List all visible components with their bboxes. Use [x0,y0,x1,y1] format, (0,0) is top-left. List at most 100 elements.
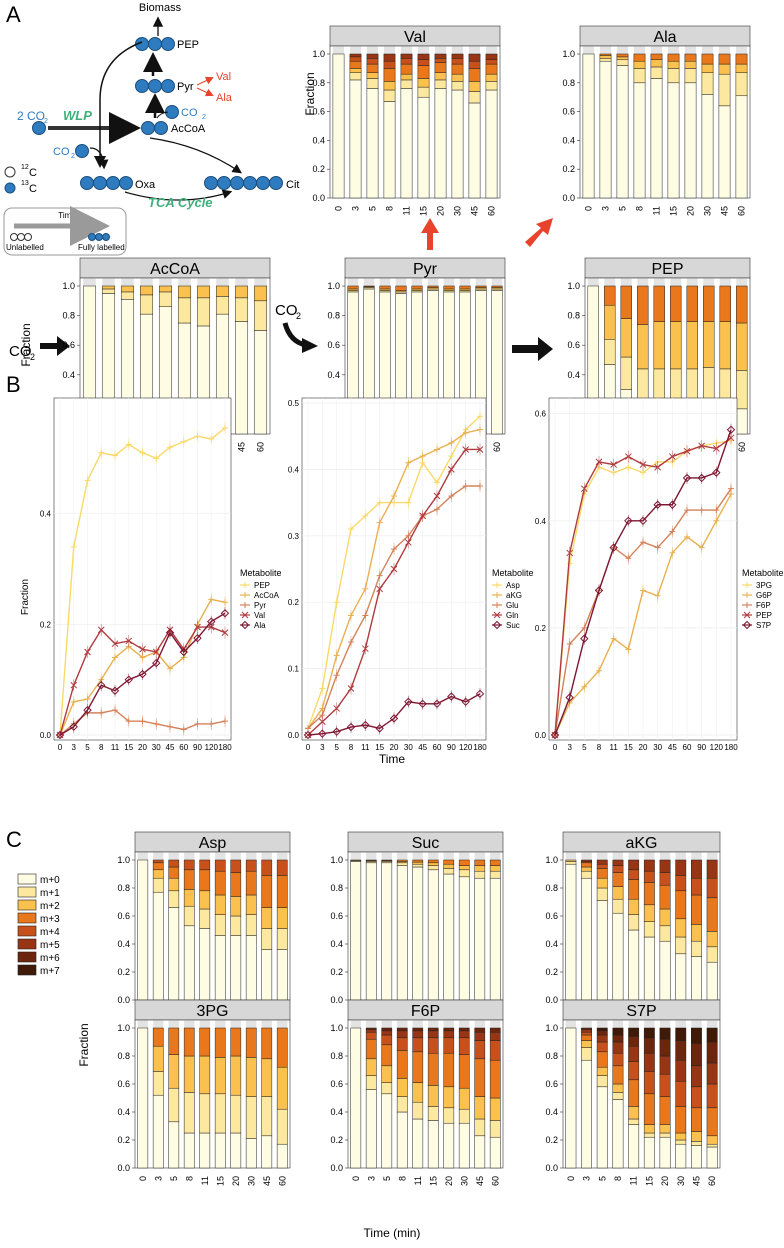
y-tick-label: 0.4 [562,135,575,145]
chart-lineb: 0.0 0.1 0.2 0.3 0.4 0.5 0 3 5 8 11 15 20 30 45 60 90 120 1… [288,397,534,752]
co2-mid-label: CO [275,302,298,319]
chart-3pg: 3PG 0.0 0.2 0.4 0.6 0.8 1.0 0 3 5 8 11 15 20 30 45 60 [117,999,291,1186]
bar-segment-mp2 [485,73,498,82]
point [242,592,248,598]
bar-segment-mp2 [183,889,195,907]
bar-segment-mp1 [458,1108,470,1124]
point [744,582,750,588]
point [447,466,455,473]
bar-segment-mp0 [474,1135,486,1169]
point [376,519,383,526]
y-tick-label: 0.4 [567,370,580,380]
point [153,720,160,727]
bar-segment-mp0 [667,82,680,199]
x-tick-label: 11 [652,206,662,215]
bar-segment-mp0 [427,869,439,1001]
bar-segment-mp2 [443,1086,455,1109]
bar-segment-mp3 [412,1051,424,1083]
point [362,512,369,519]
bar-segment-mp6 [458,1027,470,1032]
legend-swatch-mp2 [17,899,37,911]
bar-segment-mp5 [434,53,447,59]
bar-segment-mp2 [177,285,192,299]
bar-segment-mp3 [686,285,698,322]
point [653,500,662,509]
bar-segment-mp0 [706,961,718,1001]
x-tick-label: 15 [624,743,633,752]
bar-segment-mp3 [451,63,464,75]
bar-segment-mp0 [349,79,362,199]
chart-title: aKG [625,835,657,852]
bar-segment-mp2 [718,63,731,75]
bar-segment-mp1 [183,1092,195,1134]
point [83,705,92,715]
bar-segment-mp1 [196,297,211,327]
bar-segment-mp0 [383,101,396,199]
x-tick-label: 45 [475,1176,485,1186]
bar-segment-mp2 [381,1065,393,1083]
bar-segment-mp0 [253,330,268,435]
point [609,543,618,552]
bar-segment-mp0 [434,88,447,199]
point [347,685,355,692]
bar-segment-mp6 [581,1027,592,1030]
point [669,549,676,556]
bar-segment-mp2 [643,904,655,922]
point [405,499,412,506]
y-tick-label: 0.2 [40,620,52,629]
point [375,724,384,733]
point [639,461,647,468]
bar-segment-mp0 [565,1027,577,1169]
point [84,648,91,656]
pep-to-oxa-arrow [94,41,143,168]
point [581,683,588,690]
point [220,609,230,618]
bar-segment-mp3 [245,1027,257,1058]
chart-title: S7P [626,1003,656,1020]
bar-segment-mp1 [596,1075,608,1088]
bar-segment-mp1 [485,81,498,91]
bar-segment-mp0 [214,1132,226,1169]
bar-segment-mp0 [451,89,464,199]
point [594,586,604,595]
bar-segment-mp2 [706,931,718,948]
bar-segment-mp5 [706,859,718,879]
bar-segment-mp4 [199,859,211,871]
x-tick-label: 60 [179,743,188,752]
y-tick-label: 0.2 [545,1135,558,1145]
point [434,446,440,453]
2co2-label: 2 CO [17,109,45,123]
bar-segment-mp3 [736,285,748,324]
x-tick-label: 120 [205,743,219,752]
y-tick-label: 1.0 [62,281,75,291]
point [332,727,341,736]
panel-c-ylabel: Fraction [77,1023,91,1066]
bar-segment-mp3 [365,859,377,861]
point [461,697,470,707]
co2-label-pyr: CO [181,107,198,119]
y-tick-label: 0.6 [312,107,325,117]
point [566,549,574,557]
x-tick-label: 15 [669,206,679,216]
point [668,453,676,460]
bar-segment-mp1 [177,297,192,324]
bar-segment-mp3 [381,1044,393,1067]
bar-segment-mp2 [443,863,455,869]
acoa-to-cit-arrow [149,137,242,174]
point [698,544,705,551]
point [55,730,65,740]
point [376,585,384,593]
point [112,654,118,661]
y-tick-label: 0.8 [545,1051,558,1061]
bar-segment-mp6 [612,1034,624,1043]
point [139,449,146,456]
point [448,492,455,499]
y-tick-label: 0.8 [117,1051,130,1061]
chart-title: Asp [199,835,227,852]
y-tick-label: 0.6 [567,340,580,350]
point [712,468,721,477]
bar-segment-mp1 [659,925,671,942]
bar-segment-mp0 [489,877,501,1001]
